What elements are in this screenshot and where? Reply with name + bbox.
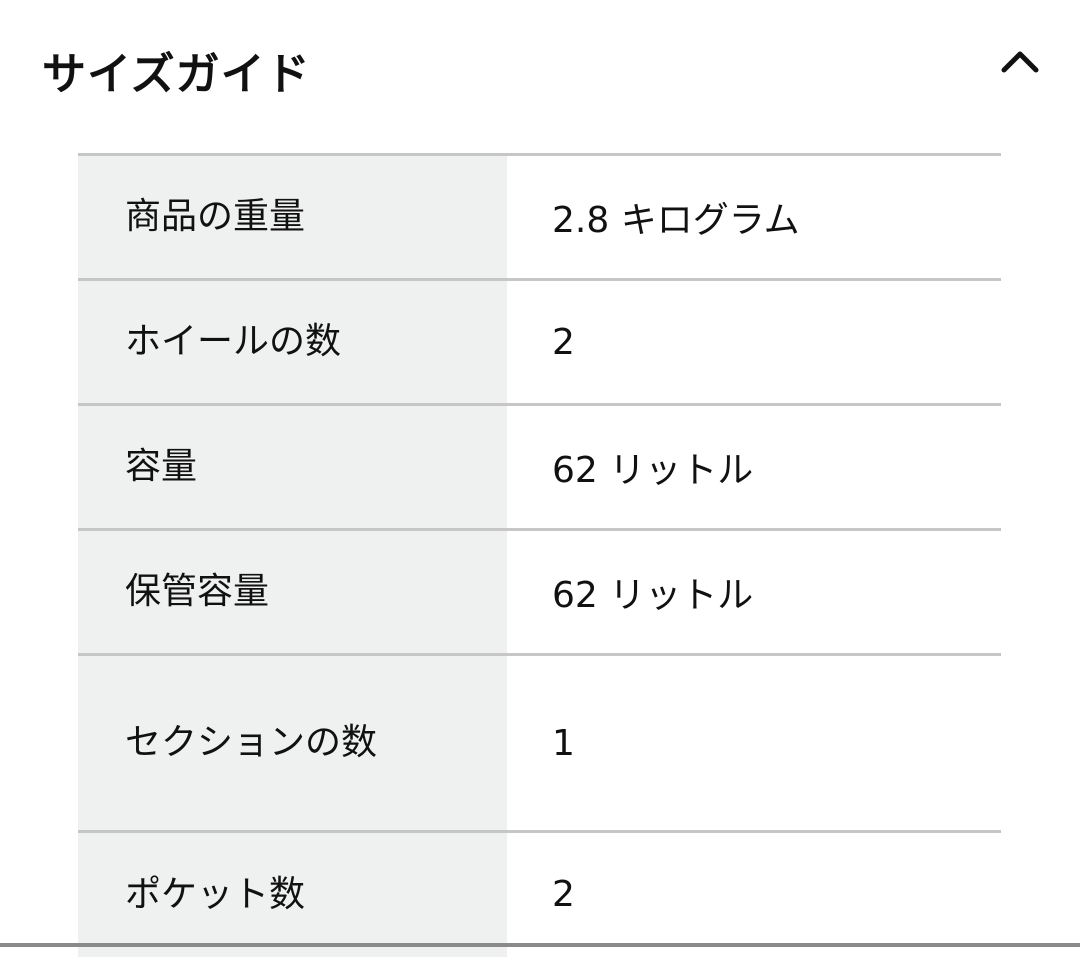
spec-value: 62 リットル — [507, 528, 1001, 656]
table-row: ポケット数 2 — [78, 830, 1001, 957]
spec-label: 保管容量 — [78, 528, 507, 656]
spec-value: 2 — [507, 830, 1001, 957]
chevron-up-icon[interactable] — [1000, 46, 1040, 76]
spec-label: ホイールの数 — [78, 278, 507, 406]
spec-value: 2.8 キログラム — [507, 153, 1001, 281]
section-title: サイズガイド — [42, 49, 311, 100]
table-row: 容量 62 リットル — [78, 403, 1001, 531]
size-guide-table: 商品の重量 2.8 キログラム ホイールの数 2 容量 62 リットル 保管容量… — [78, 153, 1001, 957]
table-row: 商品の重量 2.8 キログラム — [78, 153, 1001, 281]
table-row: ホイールの数 2 — [78, 278, 1001, 406]
divider — [0, 943, 1080, 947]
spec-label: ポケット数 — [78, 830, 507, 957]
size-guide-header[interactable]: サイズガイド — [0, 0, 1080, 130]
spec-label: セクションの数 — [78, 653, 507, 833]
table-row: 保管容量 62 リットル — [78, 528, 1001, 656]
spec-value: 2 — [507, 278, 1001, 406]
spec-label: 容量 — [78, 403, 507, 531]
table-row: セクションの数 1 — [78, 653, 1001, 833]
spec-label: 商品の重量 — [78, 153, 507, 281]
spec-value: 1 — [507, 653, 1001, 833]
spec-value: 62 リットル — [507, 403, 1001, 531]
